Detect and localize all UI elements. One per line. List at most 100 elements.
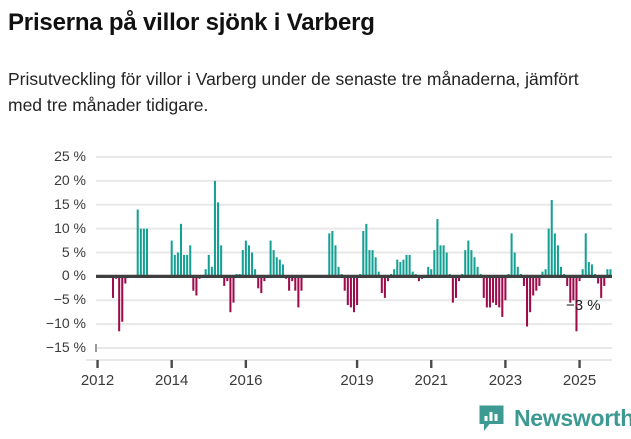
y-axis-tick-label: 25 %	[54, 148, 86, 164]
bar	[498, 276, 501, 308]
bar	[386, 276, 390, 282]
bar	[192, 276, 195, 291]
bar	[600, 276, 603, 298]
bar	[606, 269, 609, 277]
bar	[337, 266, 340, 277]
bar	[510, 233, 513, 277]
bar	[383, 276, 386, 298]
bar	[526, 276, 529, 327]
bar	[294, 276, 297, 291]
bar	[541, 271, 544, 277]
bar	[365, 223, 368, 277]
y-axis-tick-label: 5 %	[61, 243, 86, 260]
bar	[569, 276, 572, 303]
bar	[433, 250, 436, 277]
bar	[513, 252, 516, 277]
bar	[272, 250, 275, 277]
bar	[377, 271, 380, 277]
bar	[467, 240, 470, 277]
bar	[278, 259, 281, 277]
bar	[220, 245, 223, 277]
bar	[139, 228, 142, 277]
page-subtitle: Prisutveckling för villor i Varberg unde…	[8, 69, 579, 115]
y-axis-tick-label: −10 %	[45, 315, 86, 332]
x-axis-tick-label: 2012	[80, 372, 115, 389]
bar	[260, 276, 263, 294]
bar	[427, 266, 430, 277]
bar-chart-speech-bubble-icon	[479, 405, 504, 431]
bar	[251, 252, 254, 277]
bar	[393, 269, 396, 277]
bar	[597, 276, 600, 284]
bar	[396, 259, 399, 277]
bar	[408, 254, 411, 277]
bar	[223, 276, 226, 286]
bar	[516, 266, 519, 277]
bar	[544, 269, 547, 277]
bar	[550, 199, 553, 277]
bar	[553, 233, 556, 277]
bar	[300, 276, 303, 291]
x-axis-tick-label: 2021	[414, 372, 448, 389]
bar	[176, 252, 179, 277]
bar	[454, 276, 457, 298]
bar	[522, 276, 525, 286]
newsworthy-logo: Newsworthy	[478, 402, 631, 435]
bar	[297, 276, 300, 308]
bar	[590, 264, 593, 277]
bar	[254, 269, 257, 277]
bar	[247, 245, 250, 277]
bar	[547, 228, 550, 277]
bar	[213, 180, 216, 277]
y-axis-tick-label: 10 %	[54, 219, 86, 236]
logo-wordmark: Newsworthy	[514, 405, 631, 431]
bar	[371, 250, 374, 277]
bar	[195, 276, 198, 296]
bar	[402, 259, 405, 277]
bar	[464, 250, 467, 277]
bar	[328, 233, 331, 277]
bar	[495, 276, 498, 306]
bar	[241, 250, 244, 277]
bar	[331, 231, 334, 277]
last-value-annotation: −3 %	[566, 296, 601, 314]
bar	[380, 276, 383, 294]
bar	[488, 276, 491, 308]
bar	[417, 276, 420, 282]
bar	[560, 266, 563, 277]
bar	[578, 276, 581, 282]
y-axis-tick-label: 0 %	[61, 267, 86, 284]
bar	[244, 240, 247, 277]
bar	[470, 250, 473, 277]
bar	[170, 240, 173, 277]
bar	[349, 276, 352, 308]
bar	[556, 245, 559, 277]
bar	[566, 276, 569, 286]
bar	[485, 276, 488, 308]
bar	[442, 245, 445, 277]
bar	[207, 254, 210, 277]
bar	[121, 276, 124, 322]
bar	[145, 228, 148, 277]
bar-chart: 2012 2014 2016 2019 2021 2023 2025 25 % 20 % 15 %…	[0, 140, 631, 395]
bar	[529, 276, 532, 313]
bar	[436, 219, 439, 277]
bar	[288, 276, 291, 291]
page-title: Priserna på villor sjönk i Varberg	[8, 9, 375, 36]
bar	[584, 233, 587, 277]
x-axis-tick-label: 2025	[562, 372, 597, 389]
bar	[535, 276, 538, 291]
bar	[362, 231, 365, 277]
bar	[257, 276, 260, 289]
bar	[136, 209, 139, 277]
y-axis-tick-label: −15 %	[45, 339, 86, 355]
bar	[445, 252, 448, 277]
bar	[476, 266, 479, 277]
y-axis-tick-label: 15 %	[54, 195, 86, 212]
x-axis-tick-label: 2023	[488, 372, 523, 389]
bar	[368, 250, 371, 277]
bar	[217, 202, 220, 277]
chart-canvas	[86, 156, 612, 368]
bar	[603, 276, 606, 286]
x-axis-tick-label: 2016	[229, 372, 263, 389]
